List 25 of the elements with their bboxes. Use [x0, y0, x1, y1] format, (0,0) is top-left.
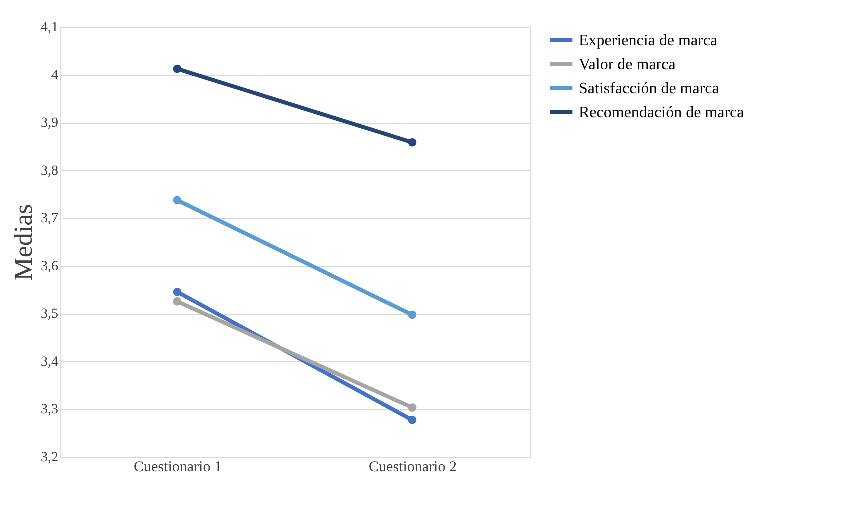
y-tick-label: 3,2	[41, 450, 58, 466]
point	[408, 138, 417, 147]
point	[408, 416, 417, 424]
x-tick-label: Cuestionario 2	[369, 460, 457, 476]
point	[173, 298, 182, 306]
y-tick-label: 3,3	[41, 402, 58, 418]
point	[173, 64, 182, 74]
legend-label: Satisfacción de marca	[579, 80, 720, 98]
y-tick-label: 3,4	[41, 354, 58, 370]
y-tick-label: 3,6	[41, 259, 58, 274]
y-tick-label: 3,5	[41, 307, 58, 322]
legend-label: Recomendación de marca	[579, 104, 744, 122]
y-axis-title: Medias	[9, 204, 38, 281]
y-tick-label: 3,8	[41, 164, 58, 179]
point	[173, 196, 182, 205]
point	[408, 404, 417, 412]
y-tick-label: 4	[52, 68, 58, 84]
point	[173, 288, 182, 296]
y-tick-label: 3,9	[41, 116, 58, 132]
y-tick-label: 4,1	[41, 20, 58, 36]
point	[408, 310, 417, 320]
legend-label: Valor de marca	[579, 56, 676, 74]
legend-label: Experiencia de marca	[579, 32, 718, 50]
x-tick-label: Cuestionario 1	[134, 460, 222, 476]
y-tick-label: 3,7	[41, 212, 58, 227]
